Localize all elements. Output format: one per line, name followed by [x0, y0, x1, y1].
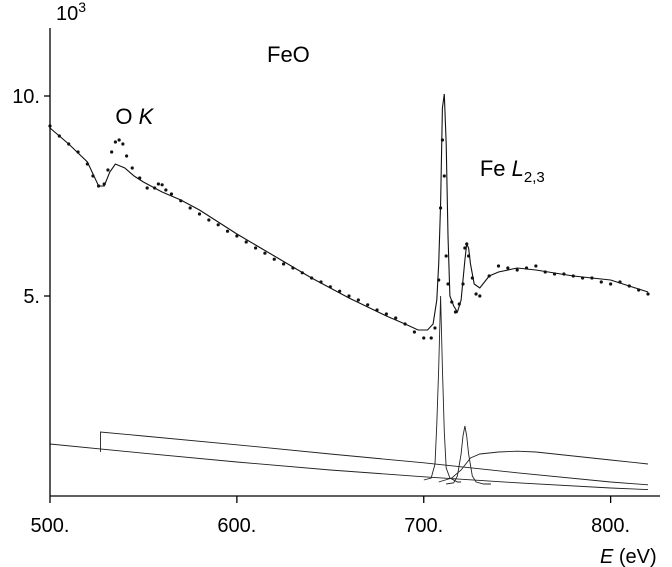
fit-line: [49, 93, 649, 331]
data-point: [244, 240, 248, 244]
data-point: [281, 262, 286, 266]
annotation-fe-l23: Fe L2,3: [480, 156, 545, 186]
data-point: [478, 294, 482, 298]
data-point: [422, 336, 426, 340]
annotation-fe-l23-italic: L: [512, 156, 524, 181]
tick-labels: 500. 600. 700. 800. 5. 10.: [12, 86, 630, 537]
data-point: [113, 140, 118, 144]
data-point: [429, 336, 433, 340]
data-point: [117, 138, 121, 142]
axes: [49, 28, 660, 497]
data-point: [216, 223, 220, 227]
data-point: [125, 154, 129, 158]
x-axis-label-unit: (eV): [613, 546, 656, 567]
data-point: [225, 229, 230, 233]
data-point: [609, 282, 613, 286]
data-point: [384, 312, 388, 316]
data-point: [121, 142, 125, 146]
data-point: [446, 282, 450, 286]
data-point: [412, 330, 417, 334]
data-point: [145, 186, 149, 190]
data-point: [444, 254, 448, 258]
data-point: [347, 294, 351, 298]
plot-area: [48, 93, 650, 491]
component-line-o-k-edge: [100, 431, 649, 486]
component-line-fe-l2-peak: [446, 425, 491, 485]
x-axis-label: E (eV): [600, 546, 657, 567]
annotation-o-k-italic: K: [139, 104, 155, 129]
y-tick-label: 5.: [23, 286, 40, 308]
data-point: [130, 166, 134, 170]
data-point: [106, 168, 110, 172]
data-point: [253, 246, 258, 250]
data-point: [442, 174, 446, 178]
data-point: [534, 264, 538, 268]
data-point: [188, 206, 192, 210]
x-tick-label: 800.: [591, 515, 630, 537]
data-point: [207, 218, 211, 222]
chart-title: FeO: [267, 42, 310, 67]
data-point: [272, 257, 276, 261]
component-line-continuum: [438, 450, 649, 483]
tick-marks: [44, 95, 612, 503]
data-point: [646, 292, 650, 296]
data-point: [394, 316, 398, 320]
data-point: [474, 292, 478, 296]
y-multiplier: 103: [56, 0, 86, 25]
component-line-fe-l3-peak: [423, 295, 462, 483]
data-point: [433, 326, 437, 330]
annotation-o-k: O K: [115, 104, 154, 129]
x-tick-label: 600.: [217, 515, 256, 537]
data-point: [366, 303, 370, 307]
data-point: [506, 266, 510, 270]
data-point: [169, 192, 174, 196]
data-point: [356, 298, 360, 302]
data-point: [515, 268, 519, 272]
x-tick-label: 500.: [31, 515, 70, 537]
y-tick-label: 10.: [12, 86, 40, 108]
data-point: [160, 183, 164, 187]
x-tick-label: 700.: [404, 515, 443, 537]
x-axis-label-symbol: E: [600, 546, 614, 567]
annotation-fe-l23-text: Fe: [480, 156, 512, 181]
data-points: [48, 124, 650, 340]
data-point: [156, 182, 160, 186]
data-point: [110, 150, 114, 154]
data-point: [263, 251, 267, 255]
data-point: [496, 264, 501, 268]
data-point: [235, 234, 239, 238]
annotation-o-k-text: O: [115, 104, 138, 129]
data-point: [599, 280, 603, 284]
data-point: [197, 212, 202, 216]
data-point: [164, 188, 168, 192]
component-line-background: [49, 443, 649, 491]
annotation-fe-l23-subscript: 2,3: [524, 169, 545, 186]
